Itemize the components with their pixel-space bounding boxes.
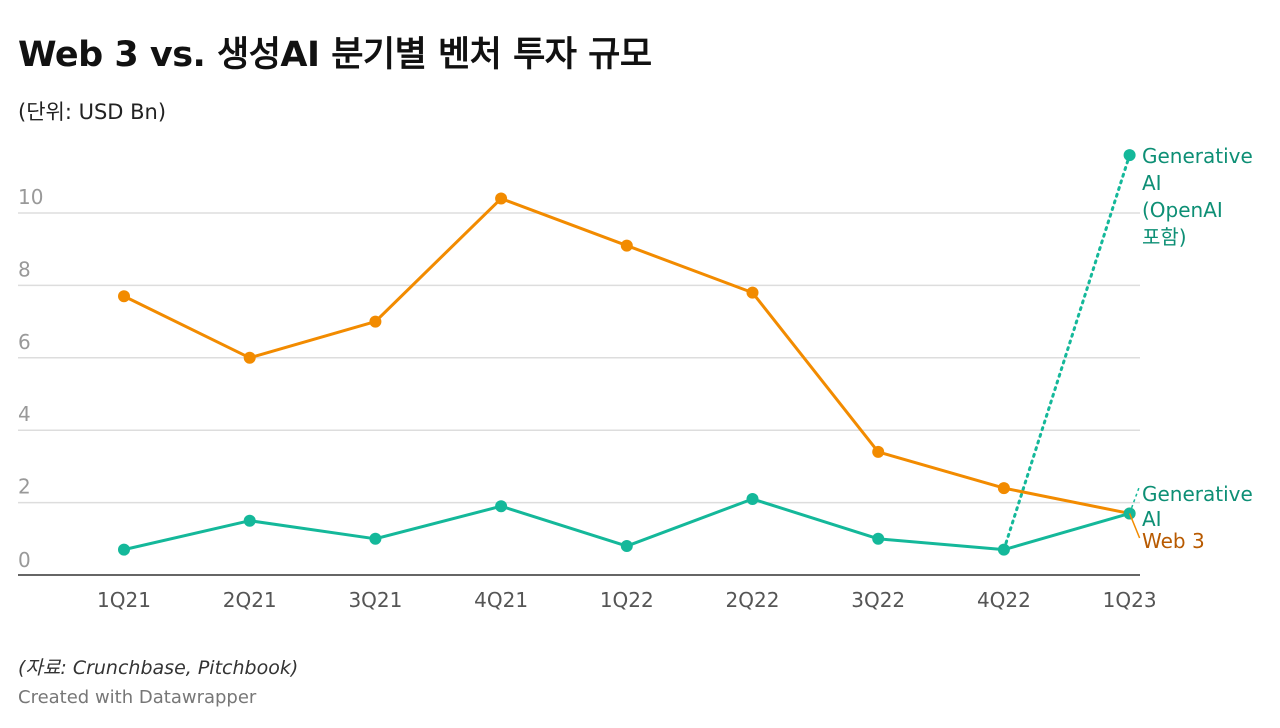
web3-data-point [620,239,633,252]
y-tick-label: 4 [18,402,31,426]
web3-label-connector [1128,513,1141,539]
y-tick-label: 6 [18,330,31,354]
web3-data-point [243,351,256,364]
genai-data-point [746,492,759,505]
genai-openai-label: Generative [1142,144,1253,168]
y-tick-label: 10 [18,185,43,209]
x-tick-label: 1Q21 [97,588,151,612]
genai-openai-dotted-line [1002,153,1132,552]
x-tick-label: 1Q23 [1103,588,1157,612]
credit-note: Created with Datawrapper [18,687,257,708]
y-tick-label: 8 [18,257,31,281]
chart-title: Web 3 vs. 생성AI 분기별 벤처 투자 규모 [18,35,652,75]
x-tick-label: 3Q22 [851,588,905,612]
x-tick-label: 2Q21 [223,588,277,612]
y-tick-label: 0 [18,548,31,572]
genai-data-point [369,532,382,545]
x-tick-label: 3Q21 [348,588,402,612]
genai-series-label: AI [1142,507,1162,531]
y-tick-label: 2 [18,475,31,499]
genai-series-label: Generative [1142,482,1253,506]
x-tick-label: 1Q22 [600,588,654,612]
genai-data-point [872,532,885,545]
web3-data-point [746,286,759,299]
web3-data-point [118,290,130,303]
genai-data-point [118,543,130,556]
genai-openai-data-point [1123,149,1136,162]
x-tick-label: 4Q21 [474,588,528,612]
source-note: (자료: Crunchbase, Pitchbook) [18,657,299,679]
genai-label-connector [1128,485,1141,514]
x-tick-label: 4Q22 [977,588,1031,612]
genai-openai-label: (OpenAI [1142,198,1223,222]
genai-openai-label: 포함) [1142,225,1187,249]
genai-openai-label: AI [1142,171,1162,195]
genai-data-point [997,543,1010,556]
x-tick-label: 2Q22 [726,588,780,612]
chart-subtitle: (단위: USD Bn) [18,100,167,124]
genai-data-point [620,540,633,553]
genai-data-point [243,514,256,527]
web3-series-label: Web 3 [1142,529,1205,553]
web3-data-point [872,445,885,458]
genai-data-point [495,500,508,513]
web3-data-point [495,192,508,205]
web3-data-point [997,482,1010,495]
web3-data-point [369,315,382,328]
